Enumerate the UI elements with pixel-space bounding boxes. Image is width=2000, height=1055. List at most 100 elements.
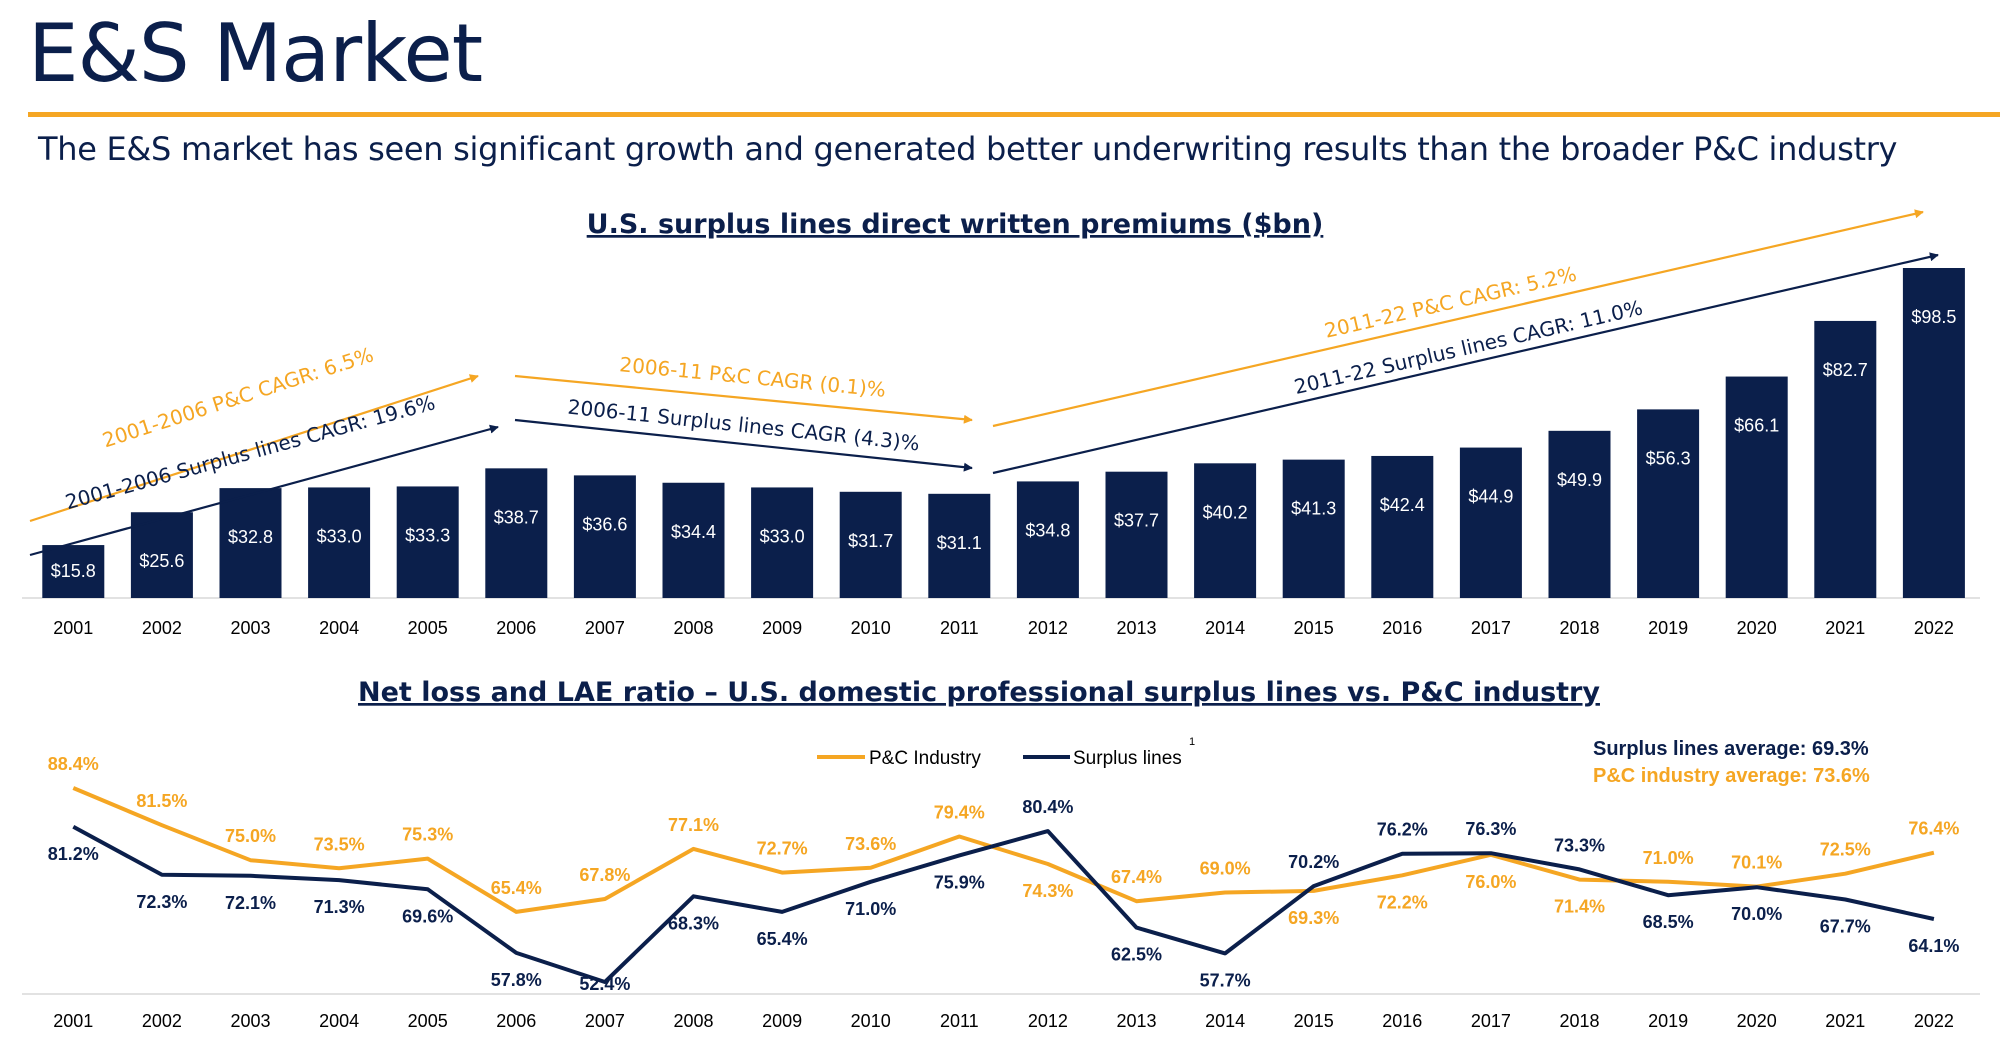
- x-tick-label: 2016: [1382, 618, 1422, 638]
- data-label: 64.1%: [1908, 936, 1959, 956]
- data-label: 70.0%: [1731, 904, 1782, 924]
- bar-value-label: $98.5: [1911, 307, 1956, 327]
- data-label: 81.2%: [48, 844, 99, 864]
- data-label: 57.7%: [1200, 970, 1251, 990]
- data-label: 75.0%: [225, 826, 276, 846]
- x-tick-label: 2020: [1737, 1011, 1777, 1031]
- x-tick-label: 2006: [496, 618, 536, 638]
- data-label: 76.3%: [1465, 819, 1516, 839]
- bar: [573, 475, 636, 598]
- bar: [1902, 268, 1965, 598]
- bar: [308, 487, 371, 598]
- data-label: 67.8%: [579, 865, 630, 885]
- data-label: 70.1%: [1731, 853, 1782, 873]
- x-tick-label: 2018: [1559, 618, 1599, 638]
- data-label: 67.7%: [1820, 917, 1871, 937]
- data-label: 69.6%: [402, 906, 453, 926]
- bar-value-label: $82.7: [1823, 360, 1868, 380]
- bar: [1637, 409, 1700, 598]
- bar-value-label: $37.7: [1114, 511, 1159, 531]
- line-chart-title: Net loss and LAE ratio – U.S. domestic p…: [358, 677, 1600, 708]
- data-label: 67.4%: [1111, 867, 1162, 887]
- data-label: 71.4%: [1554, 897, 1605, 917]
- bar: [839, 491, 902, 598]
- bar-value-label: $40.2: [1203, 502, 1248, 522]
- bar-value-label: $38.7: [494, 507, 539, 527]
- average-label: P&C industry average: 73.6%: [1593, 765, 1870, 787]
- data-label: 77.1%: [668, 815, 719, 835]
- bar-value-label: $34.8: [1025, 520, 1070, 540]
- x-tick-label: 2004: [319, 618, 359, 638]
- title-rule: [28, 112, 2000, 117]
- x-tick-label: 2022: [1914, 618, 1954, 638]
- bar-value-label: $31.1: [937, 533, 982, 553]
- data-label: 62.5%: [1111, 945, 1162, 965]
- bar-value-label: $34.4: [671, 522, 716, 542]
- bar: [928, 493, 991, 598]
- data-label: 68.3%: [668, 913, 719, 933]
- data-label: 71.0%: [845, 899, 896, 919]
- bar-value-label: $56.3: [1646, 448, 1691, 468]
- x-tick-label: 2019: [1648, 618, 1688, 638]
- data-label: 65.4%: [491, 878, 542, 898]
- x-tick-label: 2002: [142, 1011, 182, 1031]
- data-label: 71.3%: [314, 897, 365, 917]
- bar: [1725, 376, 1788, 598]
- bar: [662, 482, 725, 598]
- bar: [1814, 320, 1877, 598]
- data-label: 76.4%: [1908, 819, 1959, 839]
- x-tick-label: 2017: [1471, 1011, 1511, 1031]
- page-subtitle: The E&S market has seen significant grow…: [38, 130, 1898, 168]
- x-tick-label: 2007: [585, 1011, 625, 1031]
- bar: [1194, 463, 1257, 598]
- legend-label: P&C Industry: [869, 748, 981, 769]
- x-tick-label: 2003: [230, 1011, 270, 1031]
- data-label: 73.5%: [314, 834, 365, 854]
- x-tick-label: 2010: [851, 618, 891, 638]
- bar-chart-title: U.S. surplus lines direct written premiu…: [587, 209, 1324, 240]
- x-tick-label: 2008: [673, 618, 713, 638]
- bar-value-label: $33.0: [317, 526, 362, 546]
- bar: [42, 545, 105, 598]
- bar-value-label: $36.6: [582, 514, 627, 534]
- data-label: 70.2%: [1288, 852, 1339, 872]
- loss-ratio-line-chart: Net loss and LAE ratio – U.S. domestic p…: [22, 677, 1980, 1031]
- bar-value-label: $66.1: [1734, 416, 1779, 436]
- x-tick-label: 2002: [142, 618, 182, 638]
- bar-value-label: $33.0: [760, 526, 805, 546]
- x-tick-label: 2009: [762, 1011, 802, 1031]
- data-label: 76.0%: [1465, 872, 1516, 892]
- cagr-arrow: [992, 252, 1939, 475]
- cagr-arrow: [514, 374, 973, 424]
- x-tick-label: 2017: [1471, 618, 1511, 638]
- x-tick-label: 2009: [762, 618, 802, 638]
- cagr-arrow: [992, 209, 1924, 428]
- legend-label: Surplus lines: [1073, 748, 1182, 769]
- x-tick-label: 2021: [1825, 1011, 1865, 1031]
- data-label: 52.4%: [579, 974, 630, 994]
- bar-value-label: $44.9: [1468, 487, 1513, 507]
- x-tick-label: 2004: [319, 1011, 359, 1031]
- data-label: 69.3%: [1288, 908, 1339, 928]
- bar: [130, 512, 193, 598]
- data-label: 71.0%: [1643, 848, 1694, 868]
- bar: [1282, 459, 1345, 598]
- series-line: [72, 825, 1935, 984]
- x-tick-label: 2005: [408, 618, 448, 638]
- cagr-label: 2006-11 Surplus lines CAGR (4.3)%: [567, 395, 921, 456]
- data-label: 72.1%: [225, 893, 276, 913]
- cagr-arrow: [29, 424, 499, 557]
- x-tick-label: 2001: [53, 618, 93, 638]
- x-tick-label: 2014: [1205, 1011, 1245, 1031]
- x-tick-label: 2019: [1648, 1011, 1688, 1031]
- x-tick-label: 2006: [496, 1011, 536, 1031]
- data-label: 74.3%: [1022, 881, 1073, 901]
- x-tick-label: 2013: [1116, 1011, 1156, 1031]
- data-label: 69.0%: [1200, 859, 1251, 879]
- x-tick-label: 2007: [585, 618, 625, 638]
- bar-value-label: $32.8: [228, 527, 273, 547]
- cagr-arrow: [29, 374, 479, 523]
- x-tick-label: 2014: [1205, 618, 1245, 638]
- data-label: 80.4%: [1022, 797, 1073, 817]
- data-label: 75.9%: [934, 872, 985, 892]
